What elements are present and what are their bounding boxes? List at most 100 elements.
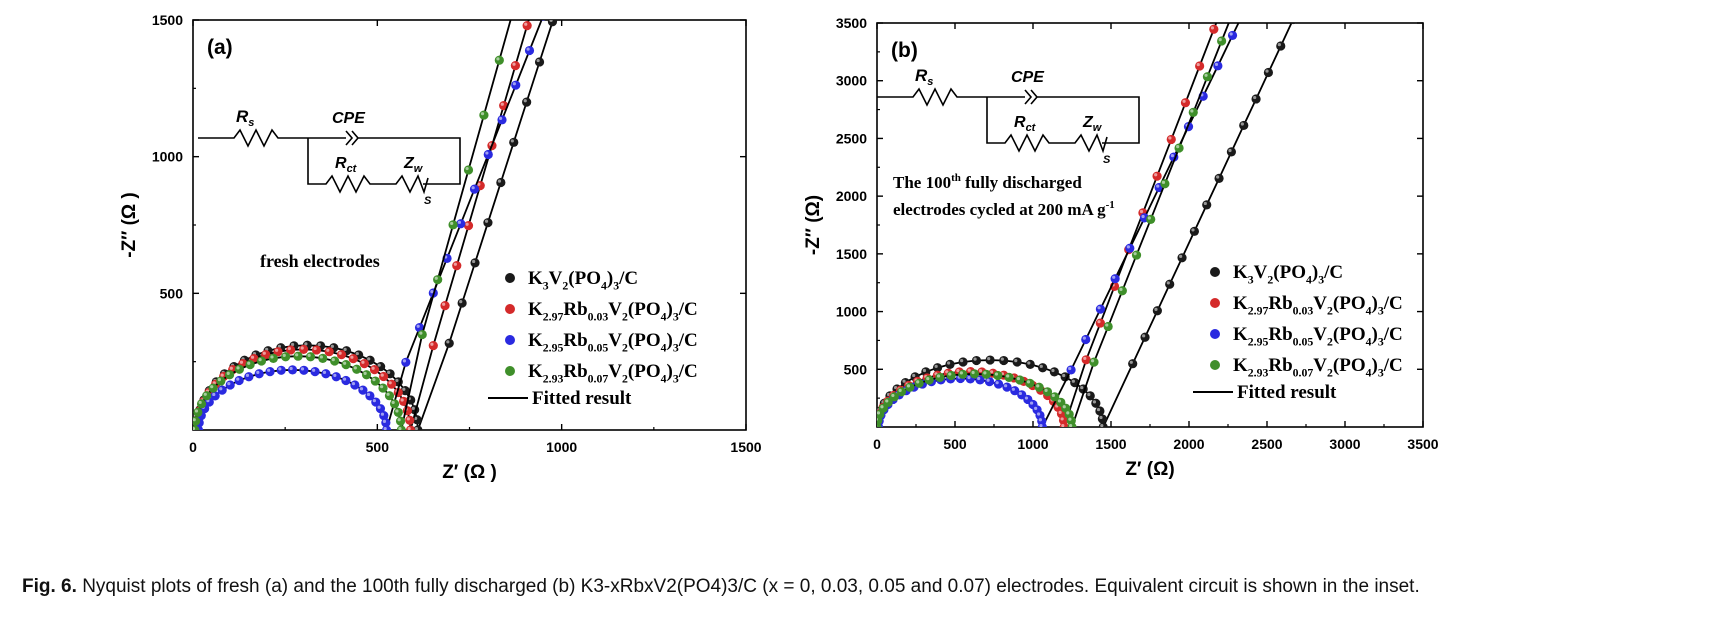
caption-text: Nyquist plots of fresh (a) and the 100th… — [82, 576, 1420, 597]
data-point-red — [522, 20, 532, 31]
data-point-black — [522, 97, 532, 107]
data-point-highlight — [1036, 412, 1041, 416]
equivalent-circuit — [877, 87, 1140, 154]
data-point-highlight — [434, 276, 438, 280]
data-point-green — [1146, 214, 1156, 225]
data-point-highlight — [1080, 385, 1084, 390]
data-point-black — [547, 20, 558, 27]
data-point-green — [1034, 382, 1044, 392]
data-point-highlight — [300, 367, 305, 371]
data-point-black — [1140, 332, 1150, 342]
data-point-highlight — [313, 346, 317, 351]
data-point-black — [958, 357, 968, 367]
data-point-highlight — [1011, 387, 1015, 391]
data-point-highlight — [1182, 99, 1186, 103]
data-point-red — [348, 354, 358, 364]
data-point-highlight — [987, 357, 991, 361]
data-point-red — [1195, 61, 1205, 71]
data-point-highlight — [331, 357, 335, 362]
data-point-black — [1251, 94, 1261, 104]
data-point-blue — [331, 372, 341, 382]
data-point-highlight — [912, 373, 916, 378]
legend-marker-black — [1210, 267, 1220, 277]
data-point-highlight — [333, 373, 337, 377]
data-point-blue — [1081, 334, 1091, 345]
data-point-highlight — [377, 405, 381, 409]
data-point-green — [479, 110, 489, 120]
data-point-highlight — [322, 370, 327, 374]
data-point-highlight — [994, 372, 999, 376]
data-point-blue — [276, 365, 286, 375]
data-point-highlight — [1082, 336, 1086, 340]
data-point-highlight — [351, 381, 356, 386]
x-tick-label: 1500 — [730, 439, 761, 455]
data-point-highlight — [1060, 417, 1064, 421]
data-point-highlight — [978, 368, 983, 373]
data-point-blue — [993, 379, 1004, 389]
data-point-highlight — [338, 351, 342, 355]
legend-label: K2.95Rb0.05V2(PO4)3/C — [528, 330, 698, 354]
data-point-black — [1263, 67, 1274, 78]
data-point-green — [494, 55, 504, 65]
data-point-highlight — [877, 424, 878, 427]
data-point-highlight — [350, 355, 354, 359]
data-point-highlight — [485, 151, 489, 155]
data-point-highlight — [1087, 392, 1091, 397]
data-point-highlight — [372, 399, 376, 403]
legend-label: K3V2(PO4)3/C — [1233, 262, 1343, 286]
data-point-green — [389, 399, 400, 409]
data-point-highlight — [497, 179, 502, 183]
data-point-highlight — [1170, 154, 1175, 158]
fitted-curve — [193, 20, 512, 430]
data-point-highlight — [1228, 148, 1232, 153]
data-point-highlight — [1044, 388, 1048, 392]
circuit-label-s: S — [1103, 154, 1111, 166]
data-point-green — [969, 369, 980, 379]
circuit-label-rs: Rs — [915, 66, 933, 88]
data-point-blue — [1213, 61, 1223, 71]
data-point-highlight — [388, 381, 392, 385]
data-point-highlight — [922, 368, 927, 373]
data-point-red — [510, 61, 521, 71]
data-point-highlight — [203, 392, 207, 396]
data-point-highlight — [377, 363, 381, 367]
data-point-red — [452, 261, 462, 271]
y-tick-label: 2500 — [836, 130, 867, 146]
circuit-label-cpe: CPE — [1011, 69, 1045, 86]
y-tick-label: 500 — [844, 361, 868, 377]
data-point-highlight — [1062, 405, 1066, 409]
data-point-highlight — [959, 371, 963, 375]
data-point-highlight — [1069, 424, 1073, 427]
data-point-highlight — [540, 13, 543, 16]
data-point-red — [386, 379, 397, 389]
data-point-highlight — [523, 99, 527, 103]
data-point-highlight — [1265, 69, 1269, 73]
data-point-highlight — [1191, 228, 1195, 232]
data-point-highlight — [391, 400, 395, 405]
circuit-label-rct: Rct — [1014, 114, 1037, 134]
data-point-highlight — [1204, 73, 1208, 77]
data-point-green — [370, 376, 380, 386]
data-point-highlight — [1092, 400, 1097, 404]
data-point-highlight — [510, 139, 514, 143]
data-point-highlight — [229, 366, 233, 370]
data-point-highlight — [484, 219, 489, 223]
data-point-red — [1180, 98, 1191, 108]
data-point-highlight — [278, 367, 282, 371]
data-point-highlight — [359, 387, 364, 391]
data-point-highlight — [275, 348, 279, 352]
data-point-highlight — [499, 116, 503, 121]
data-point-highlight — [1068, 417, 1072, 421]
data-point-highlight — [380, 385, 384, 389]
resistor-rs — [877, 87, 987, 107]
data-point-green — [395, 416, 406, 426]
data-point-red — [1152, 171, 1162, 181]
fitted-curve — [195, 20, 530, 430]
y-tick-label: 1000 — [152, 149, 183, 165]
x-axis-label: Z′ (Ω) — [1125, 459, 1174, 480]
data-point-highlight — [1126, 245, 1130, 249]
data-point-highlight — [442, 302, 446, 306]
data-point-black — [1214, 173, 1224, 183]
data-point-black — [999, 355, 1009, 366]
data-point-black — [1177, 253, 1187, 263]
